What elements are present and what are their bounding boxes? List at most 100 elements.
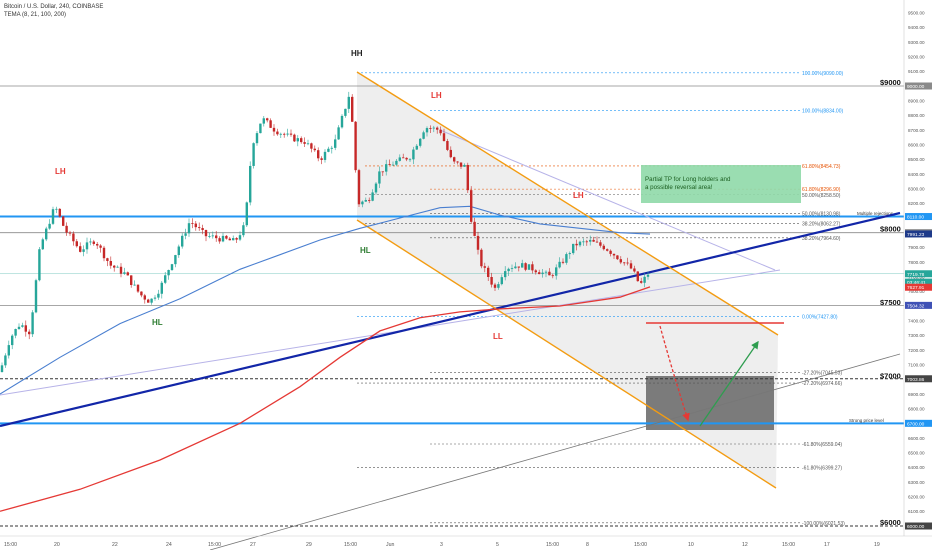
candle bbox=[218, 236, 221, 244]
candle-body bbox=[616, 255, 619, 260]
candle-body bbox=[361, 201, 364, 205]
candle-body bbox=[215, 235, 218, 239]
candle-body bbox=[21, 325, 24, 327]
candle-body bbox=[470, 190, 473, 222]
candle bbox=[317, 147, 320, 162]
candle-body bbox=[487, 267, 490, 277]
candle-body bbox=[544, 271, 548, 273]
candle-body bbox=[181, 235, 184, 247]
candle-body bbox=[510, 268, 514, 270]
price-level-callout: $7000 bbox=[880, 371, 901, 380]
candle bbox=[391, 161, 395, 166]
candle bbox=[123, 267, 126, 275]
candle bbox=[582, 238, 585, 246]
candle bbox=[490, 272, 493, 288]
price-tick-label: 6100.00 bbox=[908, 509, 925, 514]
candle-body bbox=[289, 133, 293, 135]
candle bbox=[453, 156, 456, 164]
candle-body bbox=[606, 249, 609, 251]
candle-body bbox=[334, 139, 337, 148]
candle bbox=[211, 231, 214, 239]
candle-body bbox=[558, 261, 561, 268]
bullish-reversal-arrow bbox=[699, 340, 759, 427]
price-tick-label: 7900.00 bbox=[908, 245, 925, 250]
price-tag-label: 7003.86 bbox=[907, 377, 925, 383]
candle-body bbox=[323, 151, 327, 160]
price-tick-label: 8700.00 bbox=[908, 128, 925, 133]
candle-body bbox=[599, 242, 602, 246]
candle bbox=[643, 273, 646, 288]
candle bbox=[541, 269, 544, 278]
candle-body bbox=[150, 298, 153, 303]
candle-body bbox=[72, 233, 75, 242]
candle-body bbox=[612, 253, 616, 256]
candle bbox=[531, 261, 534, 274]
candle-body bbox=[235, 238, 238, 240]
price-tick-label: 8200.00 bbox=[908, 201, 925, 206]
candle-body bbox=[45, 228, 48, 240]
candle-body bbox=[62, 216, 65, 226]
candle bbox=[136, 284, 140, 294]
candle-body bbox=[354, 121, 357, 171]
swing-label-hl: HL bbox=[360, 246, 371, 255]
candle-body bbox=[327, 148, 330, 152]
candle bbox=[208, 232, 211, 239]
candle bbox=[592, 236, 595, 242]
candle-body bbox=[140, 291, 143, 296]
candle bbox=[266, 117, 269, 123]
candle bbox=[96, 241, 99, 250]
candle bbox=[133, 280, 136, 286]
candle bbox=[483, 262, 486, 273]
candle bbox=[286, 128, 289, 137]
candle bbox=[534, 269, 537, 275]
candle bbox=[221, 232, 225, 243]
candle-body bbox=[459, 162, 463, 167]
candle bbox=[561, 258, 565, 265]
candle bbox=[34, 278, 38, 314]
candle bbox=[361, 200, 364, 208]
candle bbox=[357, 168, 361, 207]
time-tick-label: 8 bbox=[586, 542, 589, 548]
candle bbox=[48, 219, 51, 230]
candle bbox=[612, 253, 616, 259]
candle bbox=[201, 224, 204, 235]
candle-body bbox=[116, 266, 119, 268]
candle bbox=[17, 323, 21, 330]
candle-body bbox=[504, 271, 507, 278]
candle-body bbox=[473, 221, 476, 236]
candle-body bbox=[228, 238, 231, 241]
candle-body bbox=[157, 293, 160, 298]
candle bbox=[442, 128, 446, 142]
candle-body bbox=[92, 241, 95, 244]
price-tick-label: 8300.00 bbox=[908, 186, 925, 191]
candle-body bbox=[609, 250, 612, 254]
candle-body bbox=[463, 164, 466, 167]
candle-body bbox=[174, 255, 177, 265]
candle bbox=[629, 260, 633, 270]
candle-body bbox=[7, 345, 10, 356]
candle-body bbox=[232, 238, 235, 241]
candle bbox=[65, 222, 68, 236]
candle bbox=[599, 240, 602, 248]
candle bbox=[150, 298, 153, 305]
candle bbox=[245, 201, 248, 227]
candle-body bbox=[405, 157, 408, 160]
candle-body bbox=[527, 264, 531, 270]
multiple-rejections-label: Multiple rejections bbox=[857, 211, 894, 216]
swing-label-lh: LH bbox=[55, 167, 66, 176]
candle bbox=[79, 242, 82, 253]
candle bbox=[204, 229, 208, 242]
candle-body bbox=[636, 271, 639, 282]
candle-body bbox=[371, 192, 374, 201]
price-tag-label: 7627.91 bbox=[907, 285, 925, 291]
candle bbox=[31, 310, 34, 338]
candle bbox=[337, 125, 340, 140]
candlestick-series bbox=[0, 91, 650, 373]
candle bbox=[130, 275, 133, 288]
candle-body bbox=[402, 157, 405, 159]
fib-level-label: 100.00%(8834.00) bbox=[802, 108, 843, 114]
candle bbox=[276, 128, 279, 136]
